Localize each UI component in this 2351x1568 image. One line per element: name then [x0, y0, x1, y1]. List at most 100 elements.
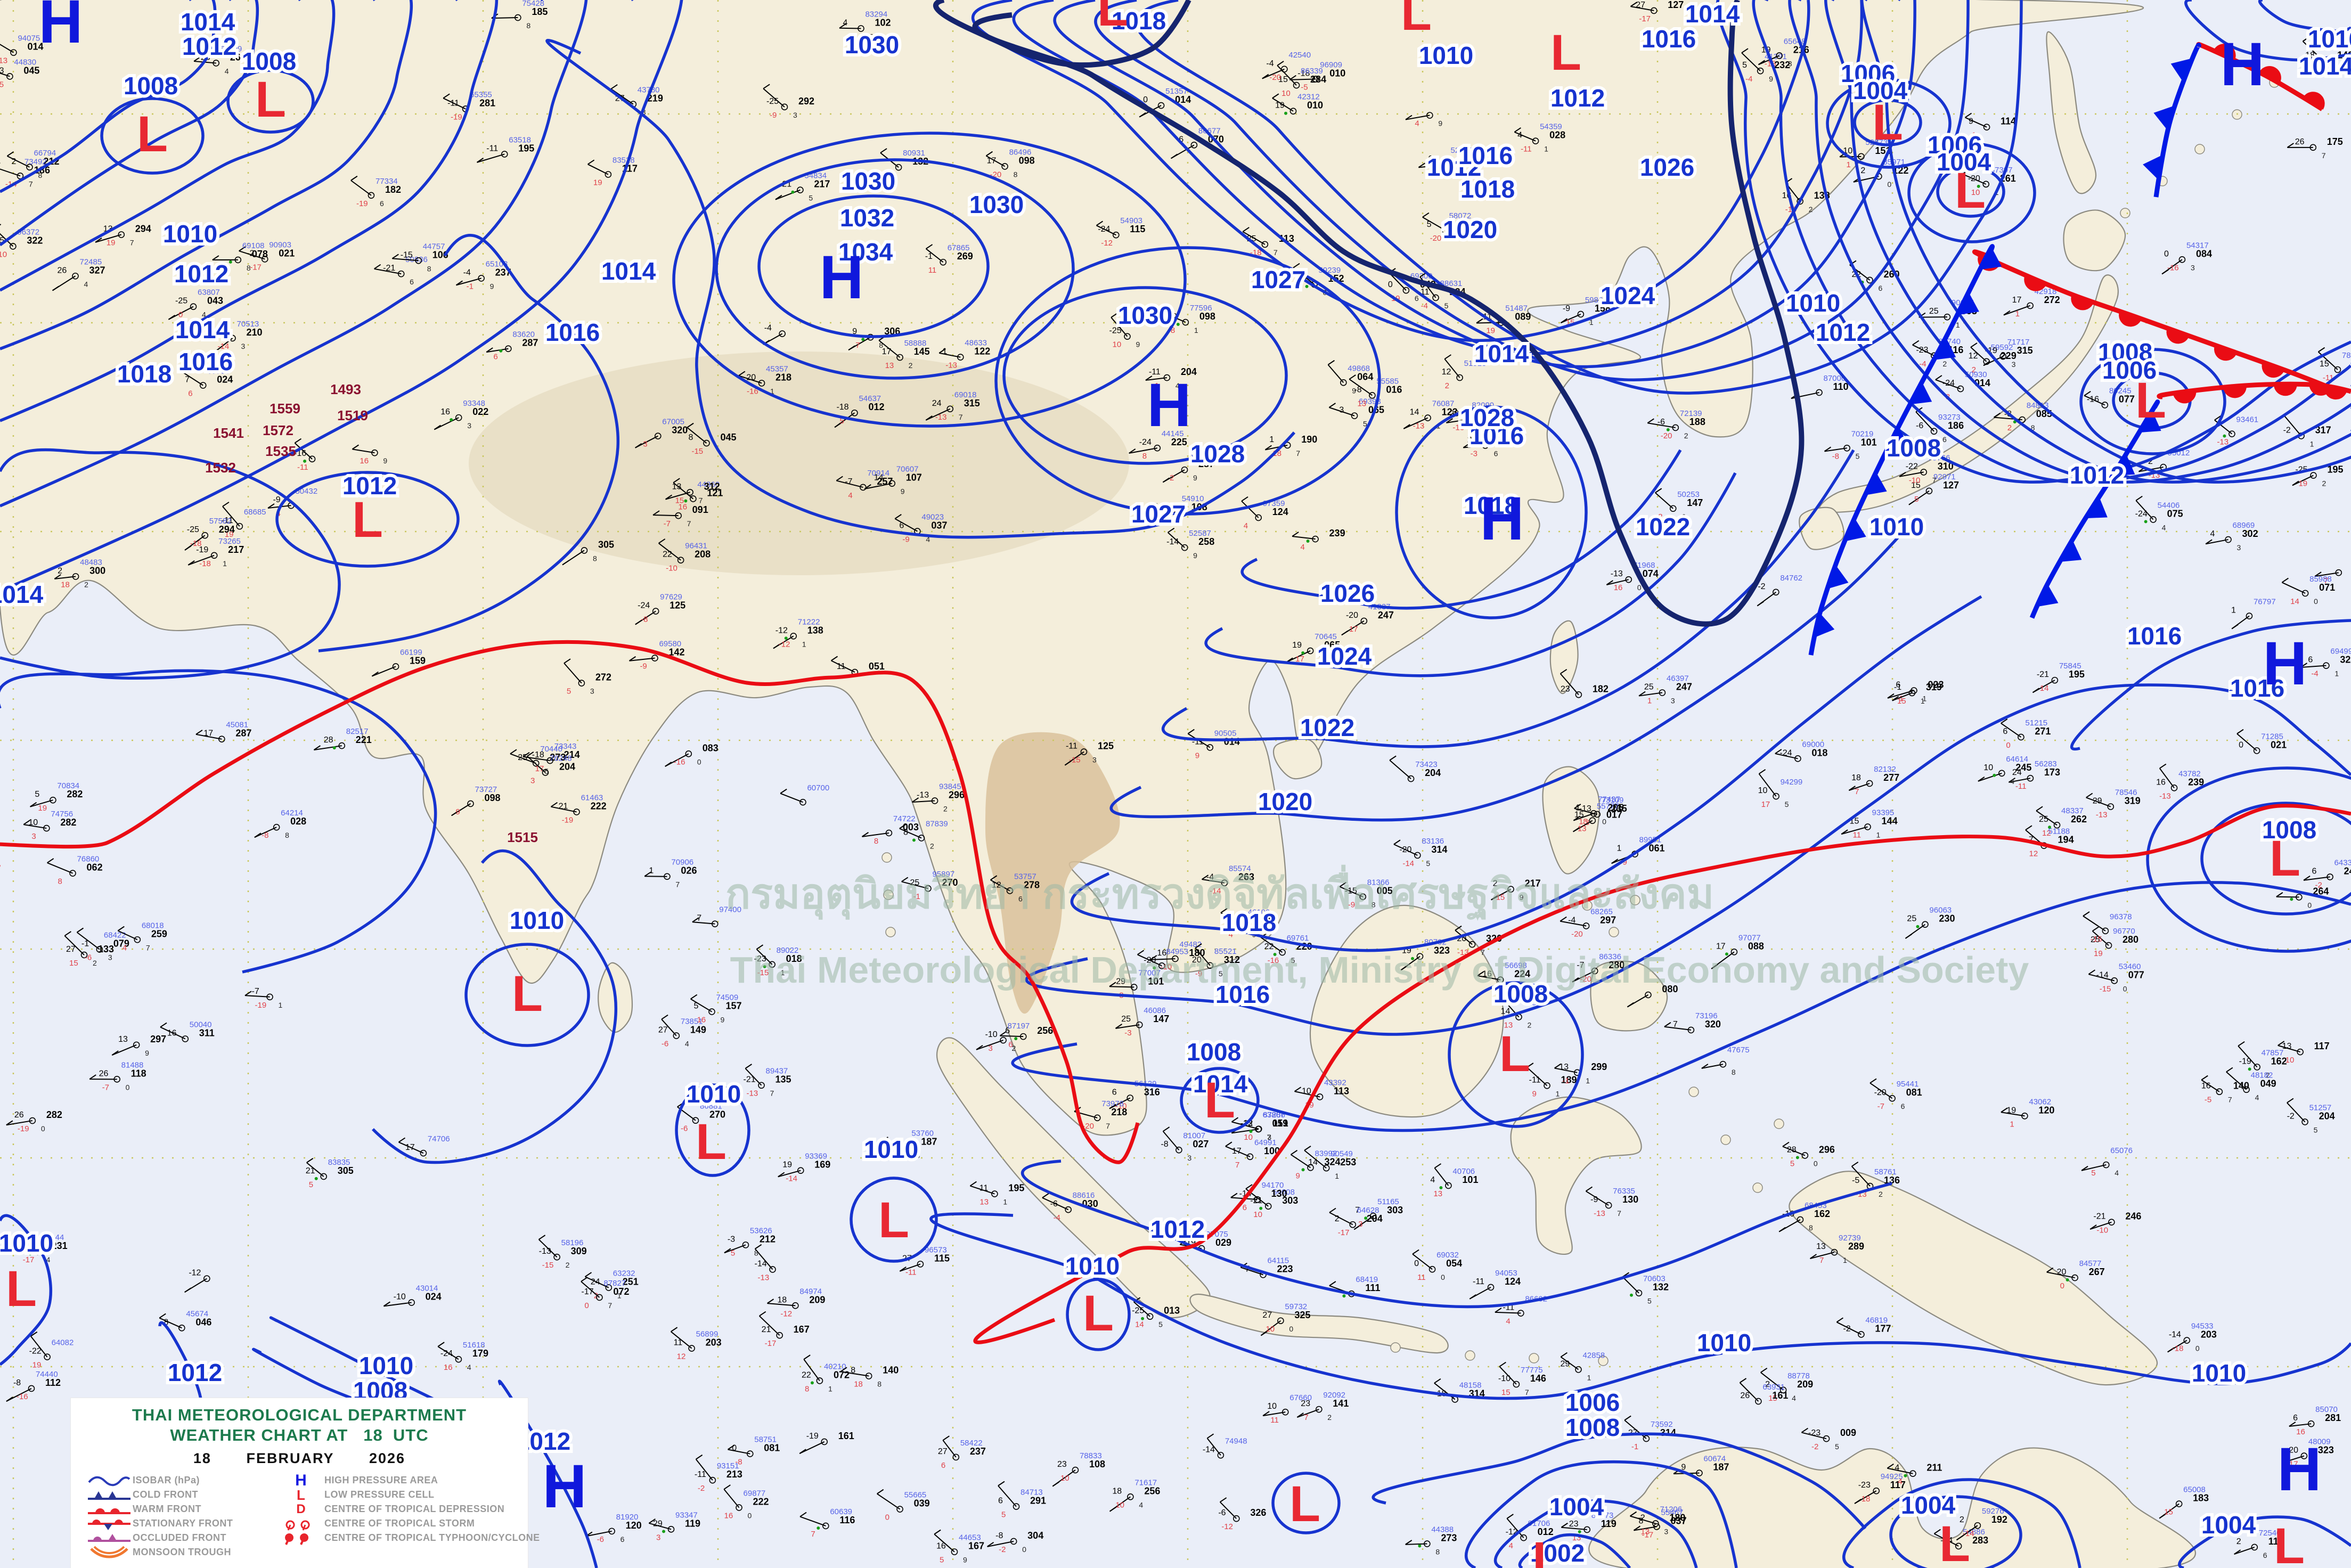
station-value: 184 — [1499, 434, 1515, 445]
station-value: 1 — [2334, 669, 2339, 678]
station-value: 96431 — [685, 542, 707, 551]
station-value: 13 — [1559, 1063, 1569, 1072]
station-value: 4 — [843, 19, 847, 28]
geopotential-label: 1532 — [205, 460, 236, 476]
station-plot: 60700 — [780, 783, 829, 806]
station-value: 13 — [1578, 824, 1587, 834]
station-value: -11 — [976, 1184, 988, 1193]
station-value: 204 — [1425, 767, 1441, 778]
legend-item-label: LOW PRESSURE CELL — [324, 1489, 435, 1500]
station-value: 1 — [1647, 696, 1652, 705]
station-value: 73851 — [681, 1017, 703, 1026]
station-value: -24 — [1779, 748, 1792, 757]
island — [885, 927, 896, 937]
station-value: 83136 — [1422, 837, 1444, 846]
station-value: 53626 — [750, 1226, 772, 1235]
station-value: 4 — [2255, 1093, 2259, 1102]
station-value: 074 — [1643, 568, 1659, 579]
station-value: 111 — [1365, 1283, 1380, 1293]
legend-item-centre-of-tropical-storm: CENTRE OF TROPICAL STORM — [277, 1516, 512, 1531]
isobar — [850, 1177, 938, 1263]
station-value: -25 — [187, 525, 199, 534]
station-value: 7 — [1355, 1206, 1360, 1215]
isobar-label: 1012 — [174, 260, 228, 288]
station-value: 1 — [1269, 435, 1274, 444]
station-value: 292 — [798, 96, 814, 107]
station-value: 259 — [151, 928, 167, 939]
station-value: -2 — [1843, 1324, 1850, 1333]
station-value: 56698 — [1505, 961, 1527, 970]
station-value: 7 — [1481, 948, 1485, 957]
station-value: -13 — [935, 413, 947, 422]
station-value: -19 — [451, 112, 462, 121]
station-value: 13 — [979, 1198, 989, 1207]
station-value: 10 — [1302, 1087, 1311, 1096]
station-value: 043 — [207, 296, 223, 306]
station-value: 0 — [1602, 817, 1606, 826]
station-value: -11 — [297, 463, 308, 472]
station-value: 72139 — [1680, 409, 1702, 418]
station-value: -9 — [1195, 969, 1202, 978]
station-value: 53460 — [2119, 962, 2141, 971]
chart-date: 18 FEBRUARY 2026 — [193, 1450, 406, 1466]
station-value: 194 — [2058, 835, 2074, 845]
station-value: 9 — [490, 282, 494, 290]
low-pressure-marker: L — [2274, 1518, 2305, 1568]
station-value: 4 — [84, 280, 88, 288]
station-plot: 87197-103 2 — [976, 1022, 1030, 1053]
station-value: 1 — [617, 1292, 622, 1300]
station-plot: -7-19 1 — [244, 987, 283, 1010]
station-value: 19 — [38, 804, 47, 813]
station-value: 239 — [2188, 777, 2204, 787]
station-value: -2 — [2315, 880, 2322, 889]
station-value: 257 — [877, 476, 893, 487]
island — [1609, 927, 1619, 937]
station-value: 294 — [219, 524, 235, 535]
isobar-label: 1012 — [1150, 1215, 1205, 1243]
station-value: 024 — [426, 1292, 442, 1302]
isobar-emphasized — [933, 0, 1191, 68]
station-value: 088 — [1748, 941, 1764, 951]
station-value: 9 — [1136, 340, 1140, 349]
station-value: 10 — [1971, 188, 1980, 197]
station-value: 281 — [479, 97, 495, 108]
station-value: -9 — [770, 111, 777, 120]
station-value: 70513 — [237, 320, 259, 329]
station-value: 96573 — [925, 1245, 947, 1254]
station-value: 92739 — [1839, 1234, 1861, 1243]
station-value: 7 — [770, 1089, 774, 1098]
station-value: 5 — [309, 1180, 313, 1189]
station-value: 94925 — [1881, 1472, 1903, 1481]
warm-front-semicircle — [2166, 328, 2190, 344]
station-value: 81366 — [1367, 878, 1390, 887]
station-value: 142 — [668, 647, 684, 658]
station-value: 27 — [658, 1026, 668, 1035]
station-value: 3 — [530, 776, 535, 785]
station-value: -12 — [775, 626, 788, 635]
station-value: -14 — [1402, 859, 1414, 868]
station-value: -13 — [2217, 438, 2228, 447]
station-value: 297 — [1600, 914, 1616, 925]
station-value: 49023 — [921, 512, 944, 521]
station-value: 1 — [1556, 1089, 1560, 1098]
station-value: 115 — [934, 1253, 950, 1263]
station-value: 4 — [2010, 777, 2014, 786]
station-value: -3 — [1471, 449, 1477, 458]
